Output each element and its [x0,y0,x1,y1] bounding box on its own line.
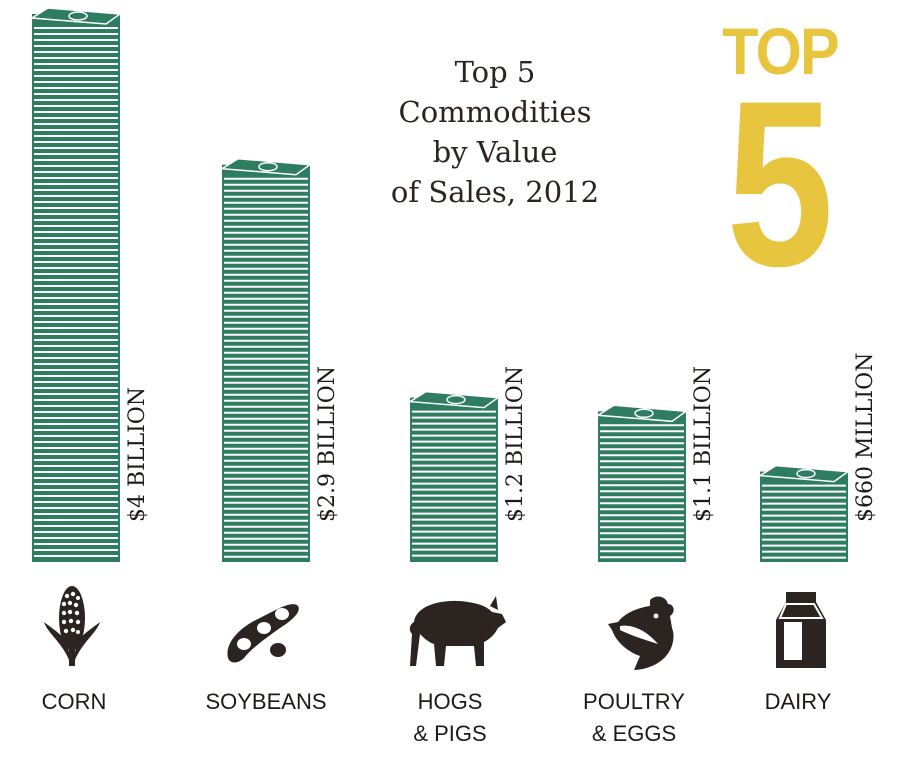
category-label-line: SOYBEANS [205,689,327,714]
category-label-line: HOGS [417,689,483,714]
soybean-icon [227,604,299,663]
category-label-line: & PIGS [413,721,487,746]
value-label-2: $2.9 BILLION [315,366,340,522]
category-label-1: CORN [0,686,164,718]
bar-3 [407,390,501,562]
category-label-2: SOYBEANS [176,686,356,718]
pig-icon [409,596,506,666]
title-line-1: Top 5 [454,55,536,89]
value-label-3: $1.2 BILLION [503,366,528,522]
category-label-4: POULTRY & EGGS [544,686,724,750]
chicken-icon [608,596,674,670]
value-label-5: $660 MILLION [853,353,878,522]
category-label-line: & EGGS [591,721,677,746]
category-label-line: CORN [41,689,107,714]
title-line-4: of Sales, 2012 [390,175,600,209]
value-label-1: $4 BILLION [125,387,150,522]
bar-2 [219,157,313,562]
corn-icon [44,586,100,666]
title-line-3: by Value [432,135,558,169]
category-label-5: DAIRY [708,686,888,718]
top-five-badge: TOP 5 [700,14,860,302]
badge-number: 5 [726,52,834,316]
title-line-2: Commodities [398,95,592,129]
value-label-4: $1.1 BILLION [691,366,716,522]
badge-word: TOP [722,14,839,88]
bar-1 [29,7,123,562]
category-label-line: DAIRY [764,689,832,714]
milk-carton-icon [776,592,826,668]
category-label-line: POULTRY [583,689,685,714]
chart-title: Top 5 Commodities by Value of Sales, 201… [360,52,630,212]
category-label-3: HOGS & PIGS [360,686,540,750]
bar-5 [757,464,851,562]
bar-4 [595,404,689,562]
